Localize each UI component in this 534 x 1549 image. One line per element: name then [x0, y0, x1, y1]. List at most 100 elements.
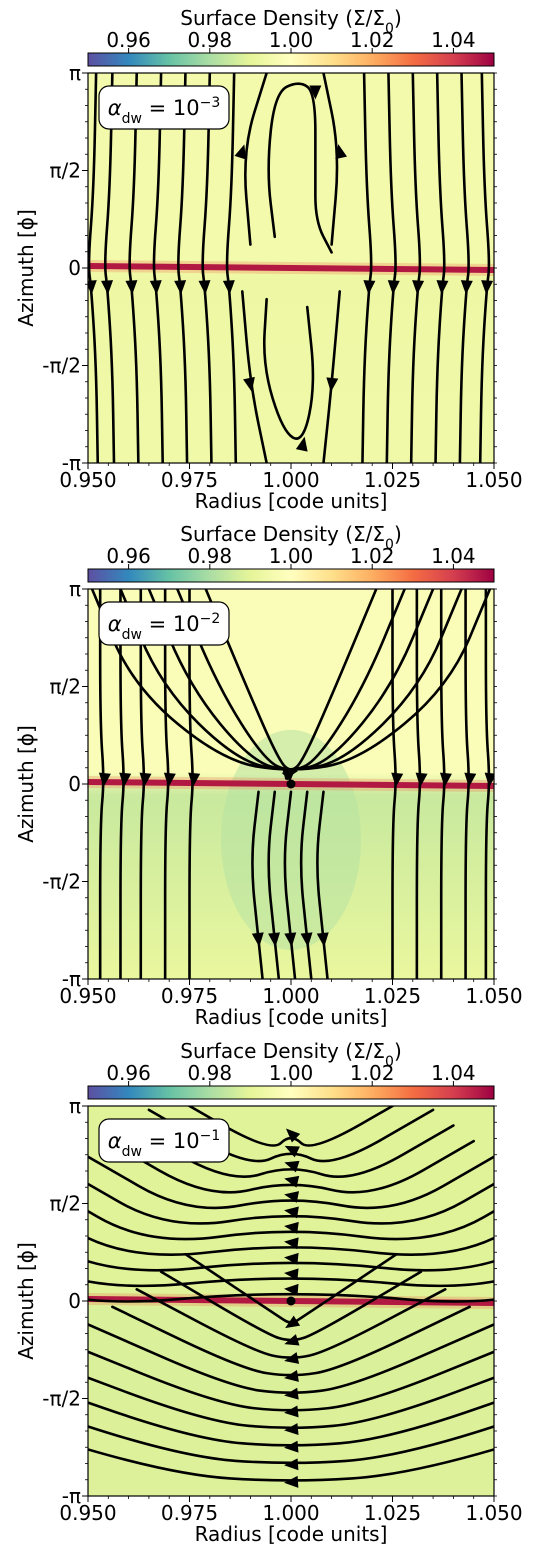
streamline-arrow — [125, 280, 138, 295]
planet-wake-halo — [88, 260, 494, 276]
y-tick-label: π/2 — [49, 159, 81, 183]
x-tick-label: 0.950 — [59, 984, 116, 1008]
streamline-arrow — [163, 772, 176, 788]
streamline — [88, 1236, 494, 1256]
y-axis-label: Azimuth [ϕ] — [14, 1242, 38, 1360]
colorbar-title: Surface Density (Σ/Σ0) — [180, 6, 402, 37]
streamline — [484, 589, 491, 979]
streamline — [88, 73, 100, 463]
streamline-arrow — [415, 772, 428, 788]
x-tick-label: 1.050 — [465, 984, 522, 1008]
panel-label-box — [98, 85, 230, 130]
streamline-arrow — [284, 1352, 300, 1364]
streamline-arrow — [284, 1191, 300, 1203]
streamline — [103, 73, 116, 463]
streamline-arrow — [284, 1387, 299, 1400]
streamline — [186, 1106, 396, 1147]
streamline-arrow — [284, 1475, 299, 1488]
streamline-arrow — [198, 280, 211, 295]
colorbar-tick-label: 0.96 — [106, 1061, 151, 1085]
streamline-arrow — [300, 932, 313, 947]
streamline-arrow — [436, 280, 449, 295]
streamline — [385, 73, 397, 463]
colorbar-tick-label: 1.04 — [431, 1061, 476, 1085]
heatmap — [88, 73, 494, 463]
colorbar-tick-label: 1.04 — [431, 544, 476, 568]
y-tick-label: π — [69, 61, 81, 85]
streamline — [244, 73, 268, 246]
streamline-arrow — [284, 1268, 299, 1281]
x-tick-label: 1.050 — [465, 468, 522, 492]
y-tick-label: -π — [62, 451, 81, 475]
streamline-arrow — [316, 932, 329, 947]
colorbar-tick-label: 1.02 — [350, 544, 395, 568]
streamline-arrow — [98, 772, 111, 788]
streamline-arrow — [295, 436, 308, 452]
streamline — [225, 73, 238, 463]
chart-panel-3: Surface Density (Σ/Σ0) 0.96 0.98 1.00 1.02 1.… — [0, 1033, 534, 1549]
planet-marker — [286, 779, 296, 789]
y-tick-label: π/2 — [49, 1192, 81, 1216]
streamline — [184, 1252, 398, 1324]
streamline — [177, 73, 189, 463]
streamline-arrow — [284, 1221, 299, 1234]
streamline-arrow — [335, 144, 348, 160]
colorbar-title: Surface Density (Σ/Σ0) — [180, 1039, 402, 1070]
streamline-arrow — [284, 1370, 299, 1382]
streamline-arrow — [439, 772, 452, 788]
y-axis-label: Azimuth [ϕ] — [14, 209, 38, 327]
streamline — [88, 1182, 494, 1225]
streamline — [88, 1277, 494, 1288]
streamline-arrow — [284, 1145, 300, 1158]
streamline-arrow — [387, 280, 400, 295]
streamline-arrow — [149, 280, 162, 295]
planet-marker — [286, 1296, 296, 1306]
chart-panel-1: Surface Density (Σ/Σ0) 0.96 0.98 1.00 1.02 1.… — [0, 0, 534, 516]
x-axis-label: Radius [code units] — [195, 1522, 388, 1546]
streamline-arrow — [309, 85, 322, 100]
x-tick-label: 0.950 — [59, 1501, 116, 1525]
streamline — [409, 73, 422, 463]
colorbar — [87, 52, 495, 67]
panel-label-box — [98, 1118, 230, 1163]
streamline — [458, 73, 470, 463]
chart-svg: Surface Density (Σ/Σ0) 0.96 0.98 1.00 1.02 1.… — [14, 1039, 523, 1546]
streamline — [464, 589, 470, 979]
streamline-arrow — [284, 1237, 299, 1250]
streamline — [267, 82, 333, 254]
x-tick-label: 0.950 — [59, 468, 116, 492]
y-tick-label: π — [69, 577, 81, 601]
colorbar-tick-label: 0.98 — [188, 544, 233, 568]
colorbar-tick-label: 1.00 — [269, 1061, 314, 1085]
y-tick-label: -π/2 — [42, 870, 81, 894]
streamline — [88, 1425, 494, 1465]
heatmap — [88, 1106, 494, 1496]
streamline — [88, 1350, 494, 1412]
colorbar-title: Surface Density (Σ/Σ0) — [180, 522, 402, 553]
streamline — [88, 1323, 494, 1394]
x-tick-label: 1.025 — [364, 468, 421, 492]
streamline-arrow — [139, 772, 152, 788]
streamline-arrow — [119, 772, 132, 788]
y-tick-label: -π/2 — [42, 1387, 81, 1411]
streamline — [90, 589, 492, 771]
streamline — [322, 290, 342, 463]
streamline-arrow — [284, 1206, 299, 1219]
x-tick-label: 1.000 — [262, 1501, 319, 1525]
colorbar-tick-label: 1.00 — [269, 544, 314, 568]
y-tick-label: 0 — [68, 256, 81, 280]
streamline — [111, 1305, 471, 1377]
planet-wake — [88, 263, 494, 273]
x-tick-label: 0.975 — [161, 1501, 218, 1525]
colorbar-tick-label: 1.02 — [350, 28, 395, 52]
panel-label: αdw = 10−2 — [108, 611, 221, 643]
streamline — [88, 1259, 494, 1272]
colorbar-tick-label: 1.02 — [350, 1061, 395, 1085]
streamline-arrow — [284, 1283, 299, 1296]
streamline-arrow — [481, 280, 494, 295]
streamline-arrow — [326, 377, 339, 392]
y-tick-label: -π/2 — [42, 354, 81, 378]
streamline — [478, 73, 491, 463]
streamline-arrow — [222, 280, 235, 295]
y-tick-label: 0 — [68, 1289, 81, 1313]
